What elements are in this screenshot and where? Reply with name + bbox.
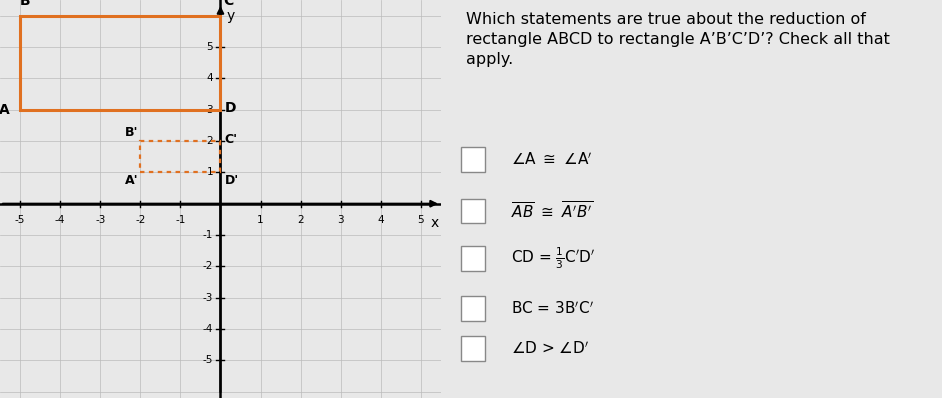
Text: 1: 1: [257, 215, 264, 224]
FancyBboxPatch shape: [461, 246, 485, 271]
Text: A': A': [124, 174, 138, 187]
Text: $\overline{AB}$ $\cong$ $\overline{A'B'}$: $\overline{AB}$ $\cong$ $\overline{A'B'}…: [512, 201, 593, 221]
Text: 3: 3: [337, 215, 344, 224]
Text: -2: -2: [203, 261, 213, 271]
FancyBboxPatch shape: [461, 336, 485, 361]
Text: 2: 2: [298, 215, 304, 224]
Text: 2: 2: [206, 136, 213, 146]
Text: C': C': [224, 133, 237, 146]
Text: $\angle$A $\cong$ $\angle$A$'$: $\angle$A $\cong$ $\angle$A$'$: [512, 151, 593, 168]
Text: 4: 4: [378, 215, 384, 224]
Text: -1: -1: [203, 230, 213, 240]
Text: -3: -3: [203, 293, 213, 303]
Text: D': D': [224, 174, 238, 187]
Text: $\angle$D > $\angle$D$'$: $\angle$D > $\angle$D$'$: [512, 340, 590, 357]
FancyBboxPatch shape: [461, 296, 485, 321]
Text: -1: -1: [175, 215, 186, 224]
FancyBboxPatch shape: [461, 147, 485, 172]
Text: 5: 5: [206, 42, 213, 52]
Bar: [140, 141, 220, 172]
Text: A: A: [0, 103, 9, 117]
Text: B: B: [20, 0, 31, 8]
Text: C: C: [223, 0, 234, 8]
Text: CD = $\frac{1}{3}$C$'$D$'$: CD = $\frac{1}{3}$C$'$D$'$: [512, 246, 595, 271]
Text: -5: -5: [203, 355, 213, 365]
Text: -4: -4: [55, 215, 65, 224]
Text: -4: -4: [203, 324, 213, 334]
Text: B': B': [124, 127, 138, 139]
Text: 4: 4: [206, 73, 213, 83]
Text: -2: -2: [135, 215, 145, 224]
Text: 5: 5: [417, 215, 424, 224]
Text: BC = 3B$'$C$'$: BC = 3B$'$C$'$: [512, 300, 594, 317]
FancyBboxPatch shape: [461, 199, 485, 223]
Text: 1: 1: [206, 168, 213, 178]
Text: -5: -5: [15, 215, 25, 224]
Text: Which statements are true about the reduction of
rectangle ABCD to rectangle A’B: Which statements are true about the redu…: [466, 12, 890, 66]
Text: D: D: [224, 101, 236, 115]
Text: x: x: [430, 216, 439, 230]
Text: -3: -3: [95, 215, 106, 224]
Text: 3: 3: [206, 105, 213, 115]
Text: y: y: [226, 10, 235, 23]
Bar: [20, 16, 220, 110]
